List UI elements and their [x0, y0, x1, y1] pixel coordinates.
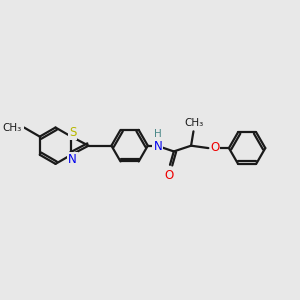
- Text: CH₃: CH₃: [184, 118, 204, 128]
- Text: O: O: [210, 141, 220, 154]
- Text: S: S: [69, 126, 76, 139]
- Text: O: O: [164, 169, 174, 182]
- Text: CH₃: CH₃: [2, 122, 22, 133]
- Text: N: N: [153, 140, 162, 153]
- Text: H: H: [154, 128, 162, 139]
- Text: N: N: [68, 153, 77, 166]
